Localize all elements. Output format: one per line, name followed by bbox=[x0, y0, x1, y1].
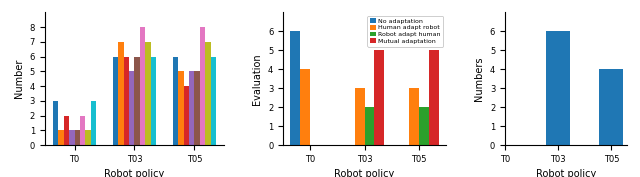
Bar bbox=[69, 130, 74, 145]
Bar bbox=[129, 71, 134, 145]
X-axis label: Robot policy: Robot policy bbox=[335, 169, 395, 177]
Bar bbox=[291, 31, 300, 145]
Bar bbox=[85, 130, 91, 145]
Bar bbox=[74, 130, 80, 145]
Bar bbox=[124, 57, 129, 145]
Bar bbox=[91, 101, 96, 145]
Y-axis label: Evaluation: Evaluation bbox=[252, 53, 262, 105]
Bar bbox=[173, 57, 178, 145]
Bar bbox=[409, 88, 419, 145]
Bar bbox=[365, 107, 374, 145]
Bar bbox=[113, 57, 118, 145]
Bar bbox=[53, 101, 58, 145]
Y-axis label: Number: Number bbox=[14, 59, 24, 98]
Bar bbox=[546, 31, 570, 145]
Bar bbox=[184, 86, 189, 145]
Bar bbox=[58, 130, 64, 145]
Bar bbox=[195, 71, 200, 145]
Bar bbox=[429, 50, 438, 145]
Bar bbox=[178, 71, 184, 145]
Bar bbox=[80, 116, 85, 145]
Bar bbox=[374, 50, 384, 145]
Bar bbox=[300, 69, 310, 145]
X-axis label: Robot policy: Robot policy bbox=[536, 169, 596, 177]
Bar bbox=[145, 42, 150, 145]
Bar bbox=[134, 57, 140, 145]
Bar bbox=[140, 27, 145, 145]
Bar bbox=[419, 107, 429, 145]
Legend: No adaptation, Human adapt robot, Robot adapt human, Mutual adaptation: No adaptation, Human adapt robot, Robot … bbox=[367, 16, 443, 47]
Y-axis label: Numbers: Numbers bbox=[474, 56, 484, 101]
Bar bbox=[355, 88, 365, 145]
Bar bbox=[600, 69, 623, 145]
Bar bbox=[200, 27, 205, 145]
Bar bbox=[211, 57, 216, 145]
Bar bbox=[189, 71, 195, 145]
Bar bbox=[205, 42, 211, 145]
Bar bbox=[118, 42, 124, 145]
X-axis label: Robot policy: Robot policy bbox=[104, 169, 164, 177]
Bar bbox=[150, 57, 156, 145]
Bar bbox=[64, 116, 69, 145]
